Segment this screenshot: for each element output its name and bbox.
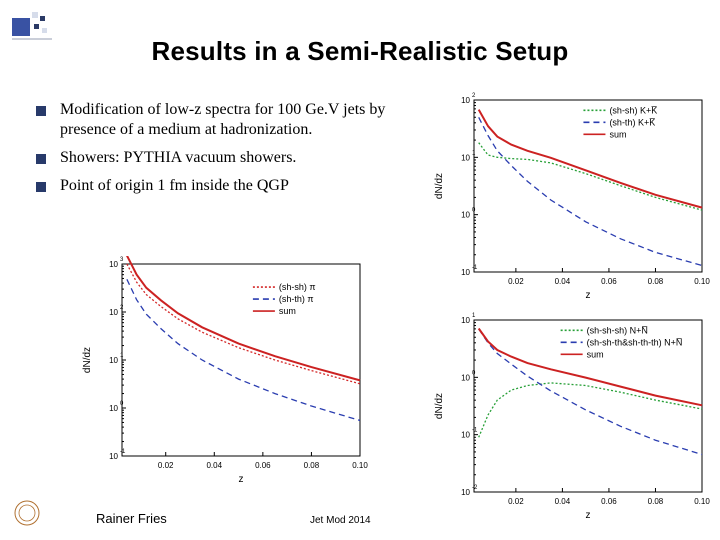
svg-text:10: 10 — [461, 488, 470, 497]
svg-text:0: 0 — [472, 370, 476, 376]
svg-text:dN/dz: dN/dz — [82, 347, 93, 373]
svg-text:1: 1 — [472, 150, 476, 156]
svg-text:-2: -2 — [472, 485, 478, 491]
svg-text:1: 1 — [120, 353, 124, 359]
svg-text:dN/dz: dN/dz — [434, 393, 445, 419]
svg-text:0: 0 — [472, 208, 476, 214]
svg-text:dN/dz: dN/dz — [434, 173, 445, 199]
svg-text:0.06: 0.06 — [601, 497, 617, 506]
svg-text:sum: sum — [279, 306, 296, 316]
svg-text:0.04: 0.04 — [555, 497, 571, 506]
svg-text:10: 10 — [109, 356, 118, 365]
svg-text:-1: -1 — [472, 265, 478, 271]
footer-author: Rainer Fries — [96, 511, 167, 526]
svg-text:-1: -1 — [120, 449, 126, 455]
svg-text:10: 10 — [461, 431, 470, 440]
svg-text:0.06: 0.06 — [601, 277, 617, 286]
bullet-text: Point of origin 1 fm inside the QGP — [60, 176, 289, 196]
svg-text:0.04: 0.04 — [555, 277, 571, 286]
svg-text:0.04: 0.04 — [206, 461, 222, 470]
svg-text:3: 3 — [120, 257, 124, 263]
chart-pion: 0.020.040.060.080.1010-1100101102103zdN/… — [78, 256, 368, 486]
svg-text:sum: sum — [609, 129, 626, 139]
svg-text:10: 10 — [461, 211, 470, 220]
svg-text:0.10: 0.10 — [352, 461, 368, 470]
svg-text:10: 10 — [109, 308, 118, 317]
footer-conference: Jet Mod 2014 — [310, 515, 371, 526]
svg-text:(sh-th) K+K̅: (sh-th) K+K̅ — [609, 117, 655, 127]
svg-text:10: 10 — [109, 452, 118, 461]
chart-kaon: 0.020.040.060.080.1010-1100101102zdN/dz(… — [430, 92, 710, 302]
svg-text:10: 10 — [461, 153, 470, 162]
svg-text:z: z — [586, 510, 591, 521]
svg-text:0.08: 0.08 — [648, 277, 664, 286]
bullet-item: Point of origin 1 fm inside the QGP — [36, 176, 416, 196]
svg-text:sum: sum — [587, 349, 604, 359]
svg-text:(sh-sh-th&sh-th-th) N+N̅: (sh-sh-th&sh-th-th) N+N̅ — [587, 337, 683, 347]
svg-text:(sh-th) π: (sh-th) π — [279, 294, 314, 304]
svg-text:z: z — [239, 474, 244, 485]
svg-text:0.08: 0.08 — [304, 461, 320, 470]
svg-text:10: 10 — [461, 316, 470, 325]
chart-nucleon: 0.020.040.060.080.1010-210-1100101zdN/dz… — [430, 312, 710, 522]
bullet-list: Modification of low-z spectra for 100 Ge… — [36, 100, 416, 204]
svg-text:0.02: 0.02 — [158, 461, 174, 470]
svg-text:-1: -1 — [472, 428, 478, 434]
svg-text:0.08: 0.08 — [648, 497, 664, 506]
svg-text:10: 10 — [461, 268, 470, 277]
bullet-text: Showers: PYTHIA vacuum showers. — [60, 148, 296, 168]
bullet-text: Modification of low-z spectra for 100 Ge… — [60, 100, 416, 140]
svg-text:z: z — [586, 290, 591, 301]
svg-text:1: 1 — [472, 313, 476, 319]
svg-text:0.10: 0.10 — [694, 497, 710, 506]
bullet-item: Showers: PYTHIA vacuum showers. — [36, 148, 416, 168]
svg-text:0.02: 0.02 — [508, 277, 524, 286]
svg-text:2: 2 — [472, 93, 476, 99]
bullet-item: Modification of low-z spectra for 100 Ge… — [36, 100, 416, 140]
svg-text:10: 10 — [109, 260, 118, 269]
bullet-icon — [36, 106, 46, 116]
bullet-icon — [36, 182, 46, 192]
svg-text:(sh-sh-sh) N+N̅: (sh-sh-sh) N+N̅ — [587, 325, 648, 335]
svg-text:(sh-sh) π: (sh-sh) π — [279, 282, 316, 292]
svg-text:10: 10 — [461, 373, 470, 382]
slide-title: Results in a Semi-Realistic Setup — [0, 36, 720, 67]
svg-text:0.10: 0.10 — [694, 277, 710, 286]
svg-text:0.02: 0.02 — [508, 497, 524, 506]
svg-text:0.06: 0.06 — [255, 461, 271, 470]
svg-text:10: 10 — [461, 96, 470, 105]
svg-text:2: 2 — [120, 305, 124, 311]
svg-text:0: 0 — [120, 401, 124, 407]
svg-text:(sh-sh) K+K̅: (sh-sh) K+K̅ — [609, 105, 657, 115]
svg-text:10: 10 — [109, 404, 118, 413]
bullet-icon — [36, 154, 46, 164]
institution-seal — [14, 500, 40, 526]
